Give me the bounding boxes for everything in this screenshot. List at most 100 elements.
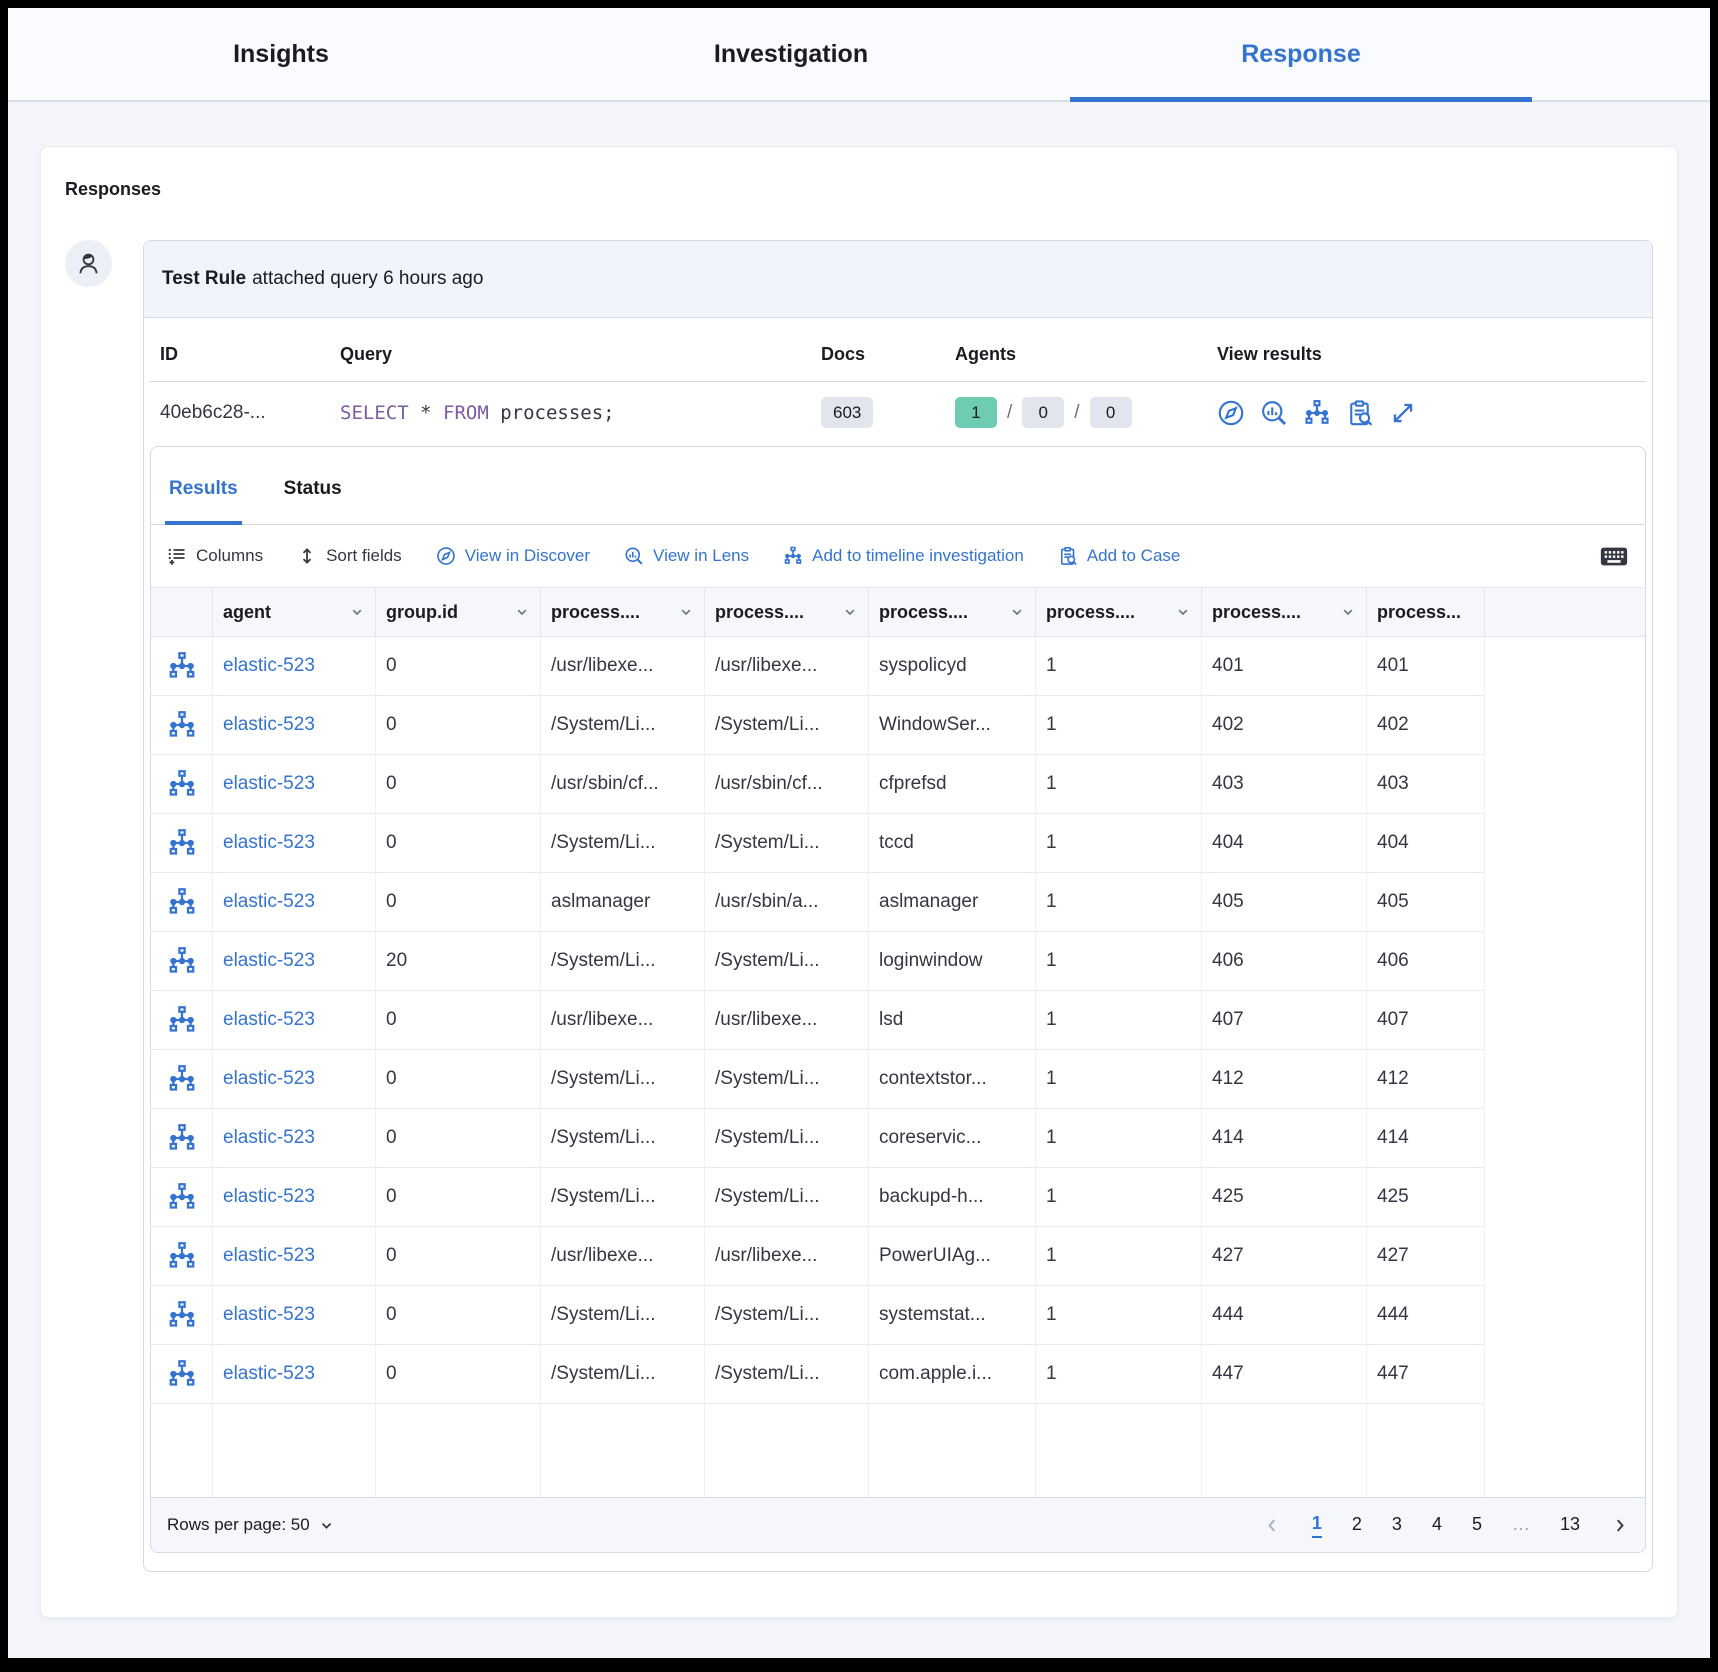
cell-p6[interactable]: 407 bbox=[1367, 991, 1485, 1049]
cell-group_id[interactable]: 0 bbox=[376, 873, 541, 931]
cell-p5[interactable]: 404 bbox=[1202, 814, 1367, 872]
cell-p5[interactable]: 427 bbox=[1202, 1227, 1367, 1285]
cell-agent[interactable]: elastic-523 bbox=[213, 755, 376, 813]
cell-group_id[interactable]: 0 bbox=[376, 814, 541, 872]
cell-agent[interactable]: elastic-523 bbox=[213, 696, 376, 754]
cell-p3[interactable]: WindowSer... bbox=[869, 696, 1036, 754]
cell-p2[interactable]: /System/Li... bbox=[705, 932, 869, 990]
column-header[interactable]: agent bbox=[213, 588, 376, 636]
cell-p3[interactable]: backupd-h... bbox=[869, 1168, 1036, 1226]
lens-icon[interactable] bbox=[1260, 399, 1288, 427]
cell-p3[interactable]: aslmanager bbox=[869, 873, 1036, 931]
cell-p3[interactable]: syspolicyd bbox=[869, 637, 1036, 695]
cell-p3[interactable]: PowerUIAg... bbox=[869, 1227, 1036, 1285]
cell-p3[interactable]: contextstor... bbox=[869, 1050, 1036, 1108]
cell-agent[interactable]: elastic-523 bbox=[213, 1109, 376, 1167]
cell-p6[interactable]: 425 bbox=[1367, 1168, 1485, 1226]
cell-p5[interactable]: 403 bbox=[1202, 755, 1367, 813]
cell-p2[interactable]: /System/Li... bbox=[705, 696, 869, 754]
cell-p4[interactable]: 1 bbox=[1036, 873, 1202, 931]
cell-p4[interactable]: 1 bbox=[1036, 932, 1202, 990]
cell-p3[interactable]: lsd bbox=[869, 991, 1036, 1049]
cell-p2[interactable]: /System/Li... bbox=[705, 1050, 869, 1108]
cell-agent[interactable]: elastic-523 bbox=[213, 932, 376, 990]
cell-p2[interactable]: /System/Li... bbox=[705, 1345, 869, 1403]
analyze-event-button[interactable] bbox=[151, 991, 213, 1049]
cell-agent[interactable]: elastic-523 bbox=[213, 873, 376, 931]
add-to-case-button[interactable]: Add to Case bbox=[1058, 546, 1180, 566]
cell-group_id[interactable]: 0 bbox=[376, 696, 541, 754]
cell-p3[interactable]: cfprefsd bbox=[869, 755, 1036, 813]
sort-fields-button[interactable]: Sort fields bbox=[297, 546, 402, 566]
cell-p5[interactable]: 414 bbox=[1202, 1109, 1367, 1167]
column-header[interactable]: group.id bbox=[376, 588, 541, 636]
cell-group_id[interactable]: 0 bbox=[376, 991, 541, 1049]
cell-p6[interactable]: 414 bbox=[1367, 1109, 1485, 1167]
column-header[interactable]: process... bbox=[1367, 588, 1485, 636]
cell-p2[interactable]: /System/Li... bbox=[705, 1286, 869, 1344]
cell-p1[interactable]: /usr/libexe... bbox=[541, 1227, 705, 1285]
cell-p6[interactable]: 402 bbox=[1367, 696, 1485, 754]
cell-group_id[interactable]: 0 bbox=[376, 755, 541, 813]
page-number[interactable]: 13 bbox=[1559, 1513, 1580, 1534]
cell-p5[interactable]: 447 bbox=[1202, 1345, 1367, 1403]
cell-group_id[interactable]: 0 bbox=[376, 1168, 541, 1226]
case-icon[interactable] bbox=[1346, 399, 1374, 427]
cell-p4[interactable]: 1 bbox=[1036, 1345, 1202, 1403]
columns-button[interactable]: Columns bbox=[167, 546, 263, 566]
cell-p1[interactable]: /System/Li... bbox=[541, 1050, 705, 1108]
cell-group_id[interactable]: 0 bbox=[376, 1345, 541, 1403]
tab-investigation[interactable]: Investigation bbox=[713, 39, 869, 68]
analyze-event-button[interactable] bbox=[151, 1345, 213, 1403]
discover-icon[interactable] bbox=[1217, 399, 1245, 427]
next-page-button[interactable] bbox=[1610, 1516, 1629, 1535]
cell-agent[interactable]: elastic-523 bbox=[213, 1168, 376, 1226]
analyze-event-button[interactable] bbox=[151, 1227, 213, 1285]
tab-status[interactable]: Status bbox=[283, 478, 342, 499]
cell-p4[interactable]: 1 bbox=[1036, 1050, 1202, 1108]
analyze-event-button[interactable] bbox=[151, 637, 213, 695]
cell-p2[interactable]: /usr/libexe... bbox=[705, 1227, 869, 1285]
cell-p3[interactable]: tccd bbox=[869, 814, 1036, 872]
cell-group_id[interactable]: 0 bbox=[376, 1050, 541, 1108]
analyze-event-button[interactable] bbox=[151, 814, 213, 872]
cell-p5[interactable]: 412 bbox=[1202, 1050, 1367, 1108]
cell-p2[interactable]: /usr/sbin/cf... bbox=[705, 755, 869, 813]
cell-p4[interactable]: 1 bbox=[1036, 755, 1202, 813]
cell-agent[interactable]: elastic-523 bbox=[213, 1286, 376, 1344]
cell-agent[interactable]: elastic-523 bbox=[213, 1345, 376, 1403]
cell-agent[interactable]: elastic-523 bbox=[213, 637, 376, 695]
cell-p4[interactable]: 1 bbox=[1036, 1286, 1202, 1344]
analyze-event-button[interactable] bbox=[151, 1168, 213, 1226]
analyze-event-button[interactable] bbox=[151, 873, 213, 931]
cell-p2[interactable]: /System/Li... bbox=[705, 1109, 869, 1167]
cell-p2[interactable]: /System/Li... bbox=[705, 1168, 869, 1226]
view-in-lens-button[interactable]: View in Lens bbox=[624, 546, 749, 566]
cell-p2[interactable]: /System/Li... bbox=[705, 814, 869, 872]
cell-p6[interactable]: 403 bbox=[1367, 755, 1485, 813]
cell-p1[interactable]: aslmanager bbox=[541, 873, 705, 931]
cell-agent[interactable]: elastic-523 bbox=[213, 1050, 376, 1108]
cell-p1[interactable]: /System/Li... bbox=[541, 814, 705, 872]
tab-insights[interactable]: Insights bbox=[233, 39, 329, 68]
cell-p1[interactable]: /System/Li... bbox=[541, 932, 705, 990]
cell-p3[interactable]: com.apple.i... bbox=[869, 1345, 1036, 1403]
analyze-event-button[interactable] bbox=[151, 932, 213, 990]
column-header[interactable]: process.... bbox=[1036, 588, 1202, 636]
cell-p1[interactable]: /System/Li... bbox=[541, 1345, 705, 1403]
expand-icon[interactable] bbox=[1389, 399, 1417, 427]
cell-p3[interactable]: loginwindow bbox=[869, 932, 1036, 990]
page-number[interactable]: 1 bbox=[1311, 1513, 1322, 1538]
cell-agent[interactable]: elastic-523 bbox=[213, 1227, 376, 1285]
rows-per-page-button[interactable]: Rows per page: 50 bbox=[167, 1515, 335, 1535]
cell-group_id[interactable]: 20 bbox=[376, 932, 541, 990]
analyze-timeline-icon[interactable] bbox=[1303, 399, 1331, 427]
column-header[interactable]: process.... bbox=[705, 588, 869, 636]
cell-p4[interactable]: 1 bbox=[1036, 637, 1202, 695]
cell-p6[interactable]: 406 bbox=[1367, 932, 1485, 990]
cell-p1[interactable]: /System/Li... bbox=[541, 1109, 705, 1167]
cell-p4[interactable]: 1 bbox=[1036, 1227, 1202, 1285]
cell-p1[interactable]: /System/Li... bbox=[541, 1286, 705, 1344]
page-number[interactable]: 2 bbox=[1351, 1513, 1362, 1534]
tab-results[interactable]: Results bbox=[165, 478, 242, 525]
